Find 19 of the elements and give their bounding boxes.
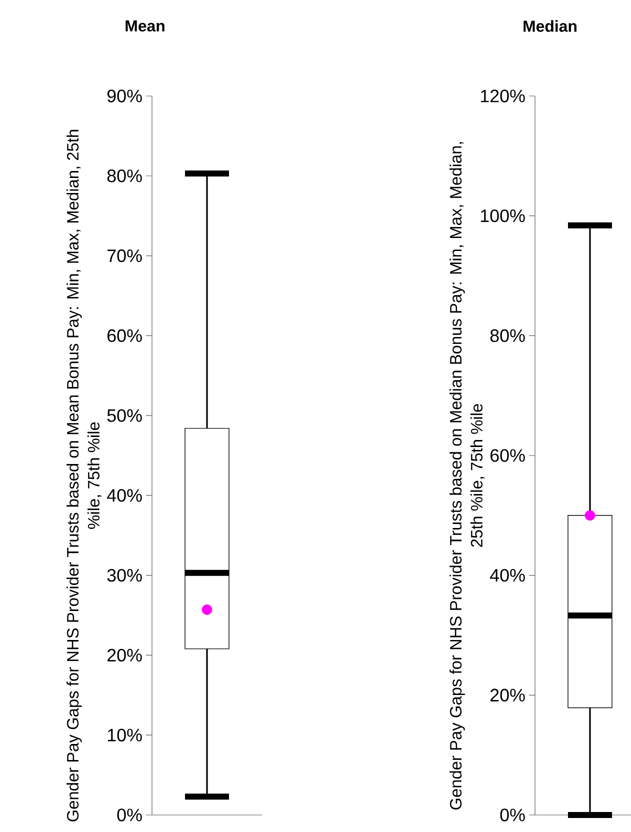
y-tick-label: 40% [490, 568, 525, 582]
y-tick-label: 60% [490, 449, 525, 462]
y-tick-label: 80% [490, 329, 525, 342]
chart-title: Median [524, 20, 576, 32]
y-tick-label: 20% [490, 688, 525, 702]
y-tick-label: 40% [106, 489, 142, 502]
y-tick-label: 50% [107, 409, 142, 422]
chart-title: Mean [126, 20, 164, 32]
y-tick-label: 30% [107, 568, 142, 582]
y-tick-label: 70% [108, 249, 142, 262]
y-tick-label: 60% [107, 329, 142, 342]
y-tick-label: 20% [107, 648, 142, 662]
y-tick-label: 0% [500, 808, 525, 822]
y-tick-label: 0% [117, 808, 142, 822]
y-axis-title: Gender Pay Gaps for NHS Provider Trusts based on Mean Bonus Pay: Min, Max, Median, 25th %ile, 75th %ile [66, 130, 102, 822]
y-tick-label: 120% [480, 90, 525, 102]
y-tick-label: 80% [107, 170, 142, 182]
y-tick-label: 90% [107, 90, 142, 102]
y-tick-label: 10% [108, 728, 142, 742]
